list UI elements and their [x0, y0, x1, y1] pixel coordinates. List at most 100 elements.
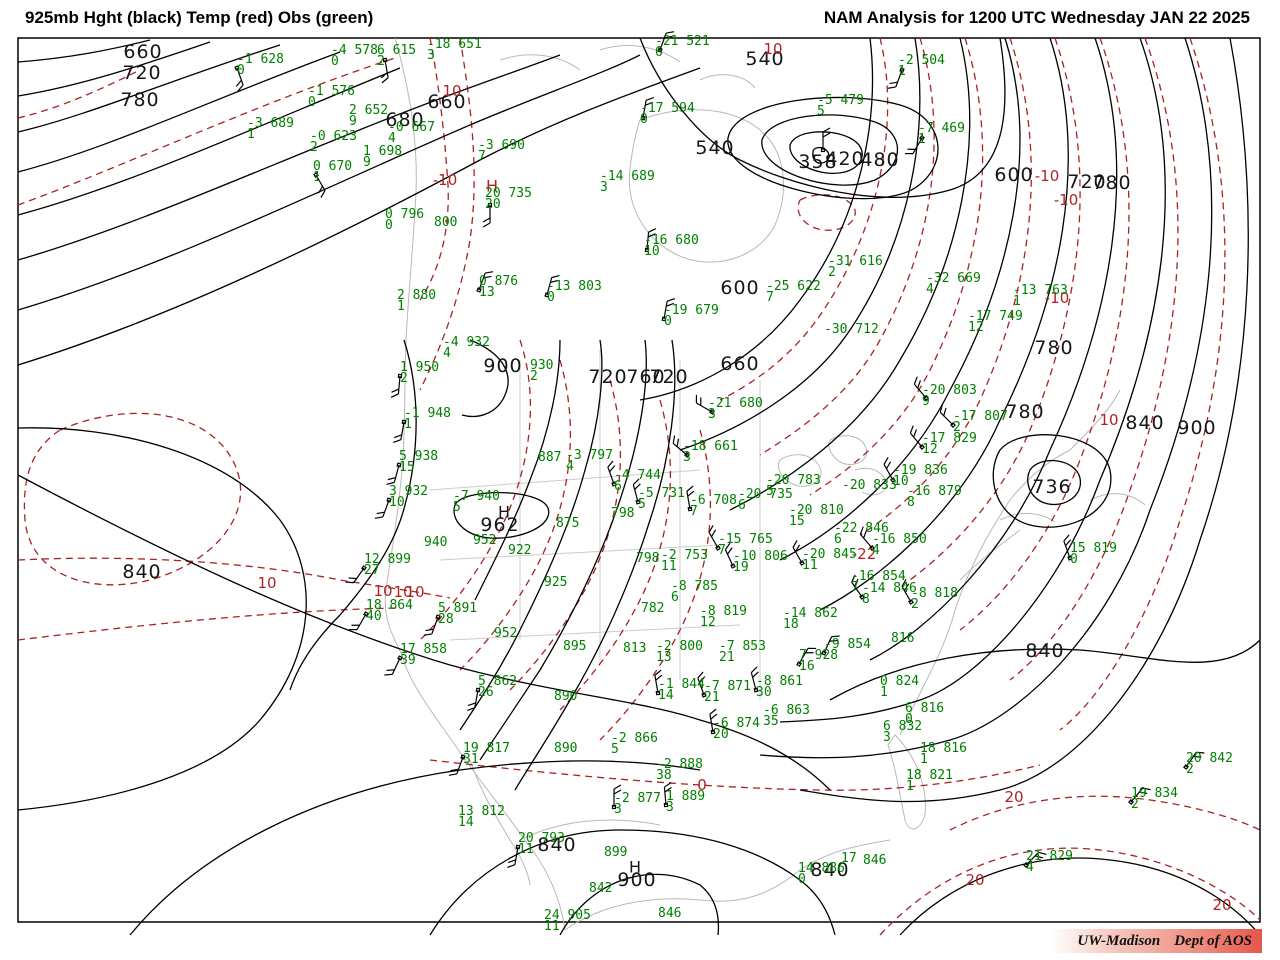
station-ob: -0 667 4: [388, 120, 435, 146]
station-ob: 5 891 28: [438, 601, 478, 627]
wind-barb-icon: [661, 297, 675, 322]
temp-contour-label: 10: [257, 574, 277, 592]
station-ob: 19 817 31: [463, 741, 510, 767]
temp-contour-label: 0: [697, 776, 707, 794]
station-ob: -15 765 7: [718, 532, 773, 558]
height-contour-label: 780: [1005, 401, 1045, 423]
station-ob: -17 829 12: [922, 431, 977, 457]
station-ob: 5 862 26: [478, 674, 518, 700]
station-ob: 3 932 10: [389, 484, 429, 510]
wind-barb-icon: [448, 754, 466, 776]
wind-barb-icon: [909, 425, 925, 450]
wind-barb-icon: [607, 460, 617, 487]
station-ob: 20 735 20: [485, 186, 532, 212]
temp-contour-label: -10: [1053, 191, 1079, 209]
wind-barb-icon: [482, 202, 493, 228]
height-contour-label: 840: [537, 834, 577, 856]
station-ob: -8 819 12: [700, 604, 747, 630]
height-contour-label: 600: [720, 277, 760, 299]
station-ob: -4 932 4: [443, 335, 490, 361]
station-ob: -1 844 14: [658, 677, 705, 703]
height-contour-label: 540: [695, 137, 735, 159]
wind-barb-icon: [1183, 751, 1205, 770]
obs-value-label: 846: [863, 853, 887, 868]
obs-value-label: 952: [494, 626, 518, 641]
wind-barb-icon: [348, 611, 369, 631]
station-ob: -22 846 6: [834, 521, 889, 547]
station-ob: -9 854: [824, 637, 871, 652]
obs-value-label: 800: [434, 215, 458, 230]
station-ob: -32 669 4: [926, 271, 981, 297]
station-ob: -1 576 0: [308, 84, 355, 110]
station-ob: -19 679 0: [664, 303, 719, 329]
wind-barb-icon: [724, 542, 736, 569]
height-contour-label: 900: [483, 355, 523, 377]
temp-contour-label: 10: [763, 40, 783, 58]
temp-contour-label: -10: [432, 171, 458, 189]
station-ob: 24 905 11: [544, 908, 591, 934]
wind-barbs: [234, 31, 1205, 869]
pressure-center-marker: H: [628, 857, 642, 877]
height-contour-label: 420: [825, 148, 865, 170]
wind-barb-icon: [507, 844, 521, 869]
station-ob: -7 853 21: [719, 639, 766, 665]
station-ob: 0 796 0: [385, 207, 425, 233]
station-ob: 930 2: [530, 358, 554, 384]
station-ob: -2 877 3: [614, 791, 661, 817]
height-contour-label: 962: [480, 514, 520, 536]
wind-barb-icon: [640, 96, 654, 121]
station-ob: -16 850 4: [872, 532, 927, 558]
station-ob: -2 753 11: [661, 548, 708, 574]
height-contour-label: 900: [617, 869, 657, 891]
station-ob: -14 862 18: [783, 606, 838, 632]
temp-contour-label: -10: [1044, 289, 1070, 307]
height-contour-label: 760: [626, 366, 666, 388]
temperature-contours: [17, 37, 1261, 936]
wind-barb-icon: [709, 708, 718, 735]
wind-barb-icon: [374, 497, 392, 519]
height-contour-label: 720: [588, 366, 628, 388]
station-ob: -20 803 9: [922, 383, 977, 409]
temp-contour-label: -22: [851, 545, 877, 563]
wind-barb-icon: [380, 57, 389, 84]
station-ob: -20 735 6: [738, 487, 793, 513]
station-ob: 1 698 9: [363, 144, 403, 170]
wind-barb-icon: [796, 647, 817, 667]
wind-barb-icon: [663, 781, 672, 808]
station-ob: -0 623 2: [310, 129, 357, 155]
wind-barb-icon: [887, 67, 905, 89]
station-ob: -7 940 5: [453, 489, 500, 515]
station-ob: -5 479 5: [817, 93, 864, 119]
wind-barb-icon: [672, 435, 690, 458]
wind-barb-icon: [939, 404, 956, 428]
station-ob: 7 928 16: [799, 648, 839, 674]
station-ob: -20 783 5: [766, 473, 821, 499]
credit-dept: Dept of AOS: [1174, 932, 1252, 949]
temp-contour-label: 20: [965, 871, 985, 889]
station-ob: -30 712: [824, 322, 879, 337]
credit-org: UW-Madison: [1077, 932, 1161, 949]
station-ob: -6 863 35: [763, 703, 810, 729]
wind-barb-icon: [904, 135, 925, 155]
station-ob: -17 749 12: [968, 309, 1023, 335]
analysis-time-title: NAM Analysis for 1200 UTC Wednesday JAN …: [823, 8, 1250, 27]
obs-value-label: 782: [641, 601, 665, 616]
obs-value-label: 925: [544, 575, 568, 590]
wind-barb-icon: [708, 525, 721, 551]
obs-value-label: 798: [611, 506, 635, 521]
obs-value-label: 940: [424, 535, 448, 550]
station-ob: 20 842 2: [1186, 751, 1233, 777]
wind-barb-icon: [821, 635, 840, 656]
height-contour-label: 780: [1034, 337, 1074, 359]
wind-barb-icon: [313, 172, 326, 198]
height-contour-label: 720: [122, 62, 162, 84]
wind-barb-icon: [686, 485, 695, 512]
map-legend-title: 925mb Hght (black) Temp (red) Obs (green…: [25, 8, 374, 27]
station-ob: -7 871 21: [704, 679, 751, 705]
station-ob: -20 833: [842, 478, 897, 493]
station-ob: 18 816 1: [920, 741, 967, 767]
station-ob: -17 807 2: [953, 409, 1008, 435]
station-ob: 20 793 11: [518, 831, 565, 857]
station-ob: -25 622 7: [766, 279, 821, 305]
